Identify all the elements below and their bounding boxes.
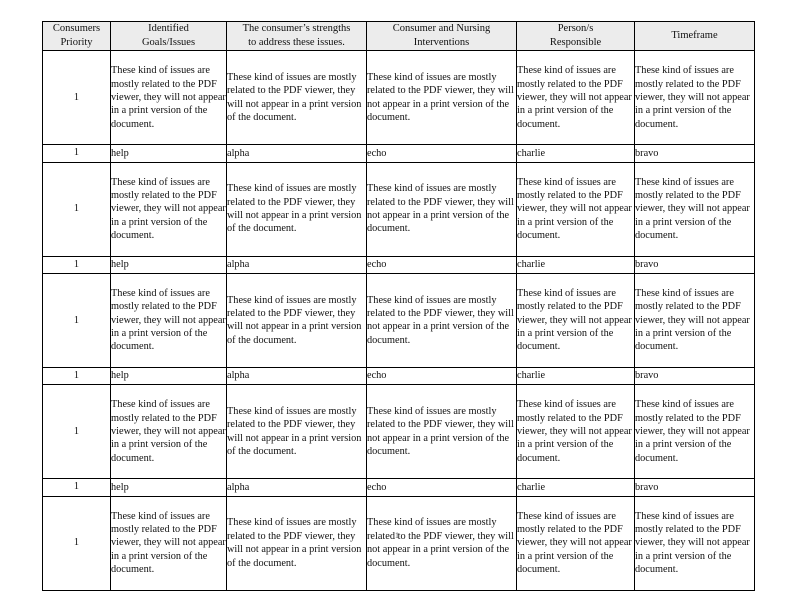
column-header-line-2: Goals/Issues — [141, 37, 196, 49]
table-header-row: Consumers Priority Identified Goals/Issu… — [42, 20, 755, 52]
table-row: 1 These kind of issues are mostly related… — [42, 161, 755, 257]
cell-consumer-nursing-interventions: echo — [366, 255, 517, 274]
cell-consumer-nursing-interventions: These kind of issues are mostly related … — [366, 50, 517, 146]
column-header-line-1: Consumer and Nursing — [392, 23, 491, 34]
cell-identified-goals: These kind of issues are mostly related … — [110, 161, 227, 257]
cell-persons-responsible: These kind of issues are mostly related … — [516, 272, 635, 368]
cell-timeframe: bravo — [634, 255, 755, 274]
cell-persons-responsible: charlie — [516, 478, 635, 497]
cell-persons-responsible: These kind of issues are mostly related … — [516, 161, 635, 257]
cell-identified-goals: These kind of issues are mostly related … — [110, 272, 227, 368]
cell-consumers-priority: 1 — [42, 144, 111, 163]
cell-persons-responsible: charlie — [516, 144, 635, 163]
table-row: 1 These kind of issues are mostly related… — [42, 50, 755, 146]
cell-timeframe: bravo — [634, 366, 755, 386]
cell-consumers-priority: 1 — [42, 366, 111, 386]
table-row: 1 help alpha echo charlie bravo — [42, 478, 755, 497]
cell-consumers-priority: 1 — [42, 495, 111, 591]
cell-consumers-priority: 1 — [42, 161, 111, 257]
care-plan-table-wrapper: Consumers Priority Identified Goals/Issu… — [42, 20, 755, 591]
cell-persons-responsible: These kind of issues are mostly related … — [516, 495, 635, 591]
cell-consumer-nursing-interventions: These kind of issues are mostly related … — [366, 272, 517, 368]
cell-consumer-nursing-interventions: echo — [366, 144, 517, 163]
cell-persons-responsible: charlie — [516, 255, 635, 274]
table-row: 1 These kind of issues are mostly related… — [42, 495, 755, 591]
cell-identified-goals: help — [110, 366, 227, 386]
cell-persons-responsible: These kind of issues are mostly related … — [516, 384, 635, 480]
table-header: Consumers Priority Identified Goals/Issu… — [42, 20, 755, 52]
document-page: Consumers Priority Identified Goals/Issu… — [42, 20, 755, 591]
column-header-line-1: Identified — [148, 23, 189, 34]
cell-identified-goals: help — [110, 144, 227, 163]
column-header-consumer-strengths: The consumer’s strengths to address thes… — [226, 20, 367, 52]
cell-consumer-strengths: These kind of issues are mostly related … — [226, 161, 367, 257]
cell-timeframe: bravo — [634, 144, 755, 163]
column-header-timeframe: Timeframe — [634, 20, 755, 52]
column-header-line-1: Person/s — [557, 23, 594, 34]
column-header-identified-goals: Identified Goals/Issues — [110, 20, 227, 52]
table-row: 1 These kind of issues are mostly related… — [42, 272, 755, 368]
column-header-consumers-priority: Consumers Priority — [42, 20, 111, 52]
cell-consumer-nursing-interventions: These kind of issues are mostly related … — [366, 495, 517, 591]
cell-consumer-nursing-interventions: echo — [366, 366, 517, 386]
cell-identified-goals: These kind of issues are mostly related … — [110, 50, 227, 146]
cell-consumers-priority: 1 — [42, 478, 111, 497]
table-row: 1 These kind of issues are mostly related… — [42, 384, 755, 480]
cell-persons-responsible: charlie — [516, 366, 635, 386]
cell-timeframe: These kind of issues are mostly related … — [634, 272, 755, 368]
cell-identified-goals: help — [110, 478, 227, 497]
table-row: 1 help alpha echo charlie bravo — [42, 144, 755, 163]
cell-consumer-strengths: alpha — [226, 366, 367, 386]
cell-consumer-strengths: alpha — [226, 144, 367, 163]
cell-consumer-strengths: These kind of issues are mostly related … — [226, 495, 367, 591]
cell-identified-goals: These kind of issues are mostly related … — [110, 495, 227, 591]
page-number: 1 — [394, 530, 400, 540]
cell-timeframe: These kind of issues are mostly related … — [634, 495, 755, 591]
cell-consumers-priority: 1 — [42, 384, 111, 480]
cell-consumer-strengths: These kind of issues are mostly related … — [226, 272, 367, 368]
cell-consumer-nursing-interventions: These kind of issues are mostly related … — [366, 384, 517, 480]
cell-consumer-strengths: These kind of issues are mostly related … — [226, 50, 367, 146]
table-body: 1 These kind of issues are mostly related… — [42, 50, 755, 591]
cell-consumer-strengths: These kind of issues are mostly related … — [226, 384, 367, 480]
table-row: 1 help alpha echo charlie bravo — [42, 255, 755, 274]
column-header-line-2: Interventions — [413, 37, 470, 49]
column-header-line-2: Responsible — [549, 37, 602, 49]
column-header-consumer-nursing-interventions: Consumer and Nursing Interventions — [366, 20, 517, 52]
cell-timeframe: These kind of issues are mostly related … — [634, 50, 755, 146]
column-header-line-2: Priority — [60, 37, 93, 49]
column-header-persons-responsible: Person/s Responsible — [516, 20, 635, 52]
cell-timeframe: bravo — [634, 478, 755, 497]
cell-consumers-priority: 1 — [42, 255, 111, 274]
cell-consumers-priority: 1 — [42, 272, 111, 368]
cell-consumer-strengths: alpha — [226, 255, 367, 274]
column-header-line-1: Consumers — [52, 23, 101, 34]
column-header-line-1: The consumer’s strengths — [242, 23, 351, 34]
cell-consumer-nursing-interventions: echo — [366, 478, 517, 497]
cell-timeframe: These kind of issues are mostly related … — [634, 161, 755, 257]
cell-identified-goals: These kind of issues are mostly related … — [110, 384, 227, 480]
cell-identified-goals: help — [110, 255, 227, 274]
cell-consumers-priority: 1 — [42, 50, 111, 146]
cell-timeframe: These kind of issues are mostly related … — [634, 384, 755, 480]
cell-consumer-nursing-interventions: These kind of issues are mostly related … — [366, 161, 517, 257]
column-header-line-1: Timeframe — [671, 30, 718, 42]
column-header-line-2: to address these issues. — [248, 37, 345, 49]
table-row: 1 help alpha echo charlie bravo — [42, 366, 755, 386]
cell-persons-responsible: These kind of issues are mostly related … — [516, 50, 635, 146]
care-plan-table: Consumers Priority Identified Goals/Issu… — [42, 20, 755, 591]
cell-consumer-strengths: alpha — [226, 478, 367, 497]
